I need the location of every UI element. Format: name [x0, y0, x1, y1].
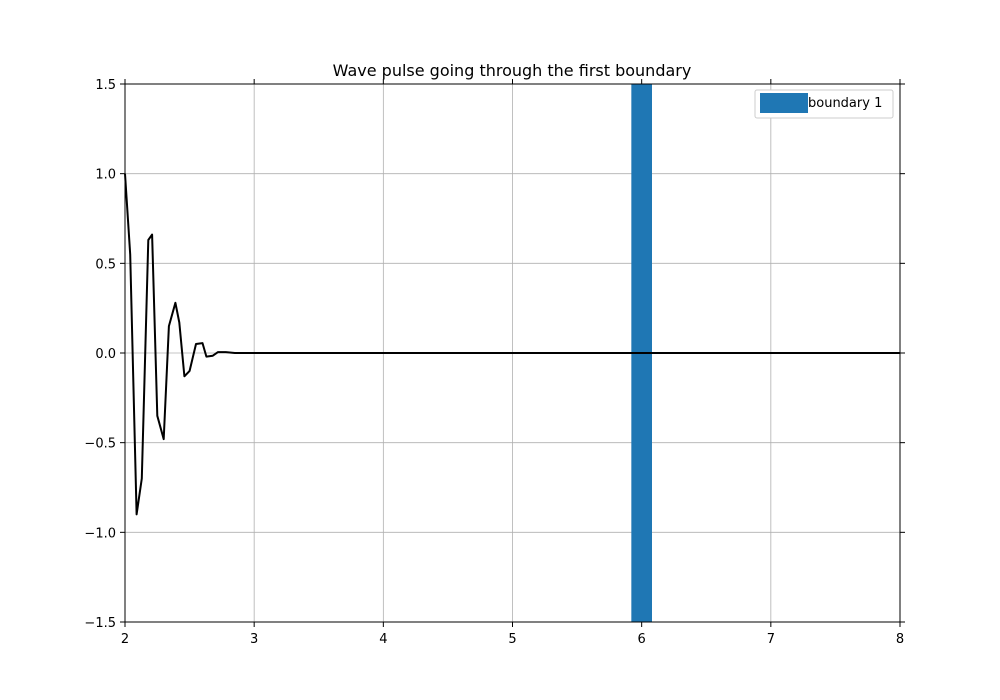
x-tick-label: 3: [250, 632, 258, 647]
x-tick-label: 4: [379, 632, 387, 647]
legend-label-boundary-1: boundary 1: [808, 96, 882, 111]
x-tick-label: 2: [121, 632, 129, 647]
x-tick-label: 5: [508, 632, 516, 647]
x-tick-label: 6: [638, 632, 646, 647]
legend-swatch-boundary-1: [760, 93, 808, 113]
y-tick-label: 1.0: [95, 168, 116, 183]
y-tick-label: 0.5: [95, 257, 116, 272]
x-tick-label: 8: [896, 632, 904, 647]
axis-ticks: 2 3 4 5 6 7 8 −1.5 −1.0 −0.5 0.0 0.5 1.0 1.5: [84, 78, 905, 647]
y-tick-label: −0.5: [84, 437, 116, 452]
y-tick-label: 0.0: [95, 347, 116, 362]
legend: boundary 1: [754, 89, 894, 119]
wave-pulse-line: [124, 173, 900, 516]
y-tick-label: −1.0: [84, 526, 116, 541]
series-layer: [124, 173, 900, 516]
chart-title: Wave pulse going through the first bound…: [333, 61, 692, 80]
x-tick-label: 7: [767, 632, 775, 647]
y-tick-label: 1.5: [95, 78, 116, 93]
y-tick-label: −1.5: [84, 616, 116, 631]
